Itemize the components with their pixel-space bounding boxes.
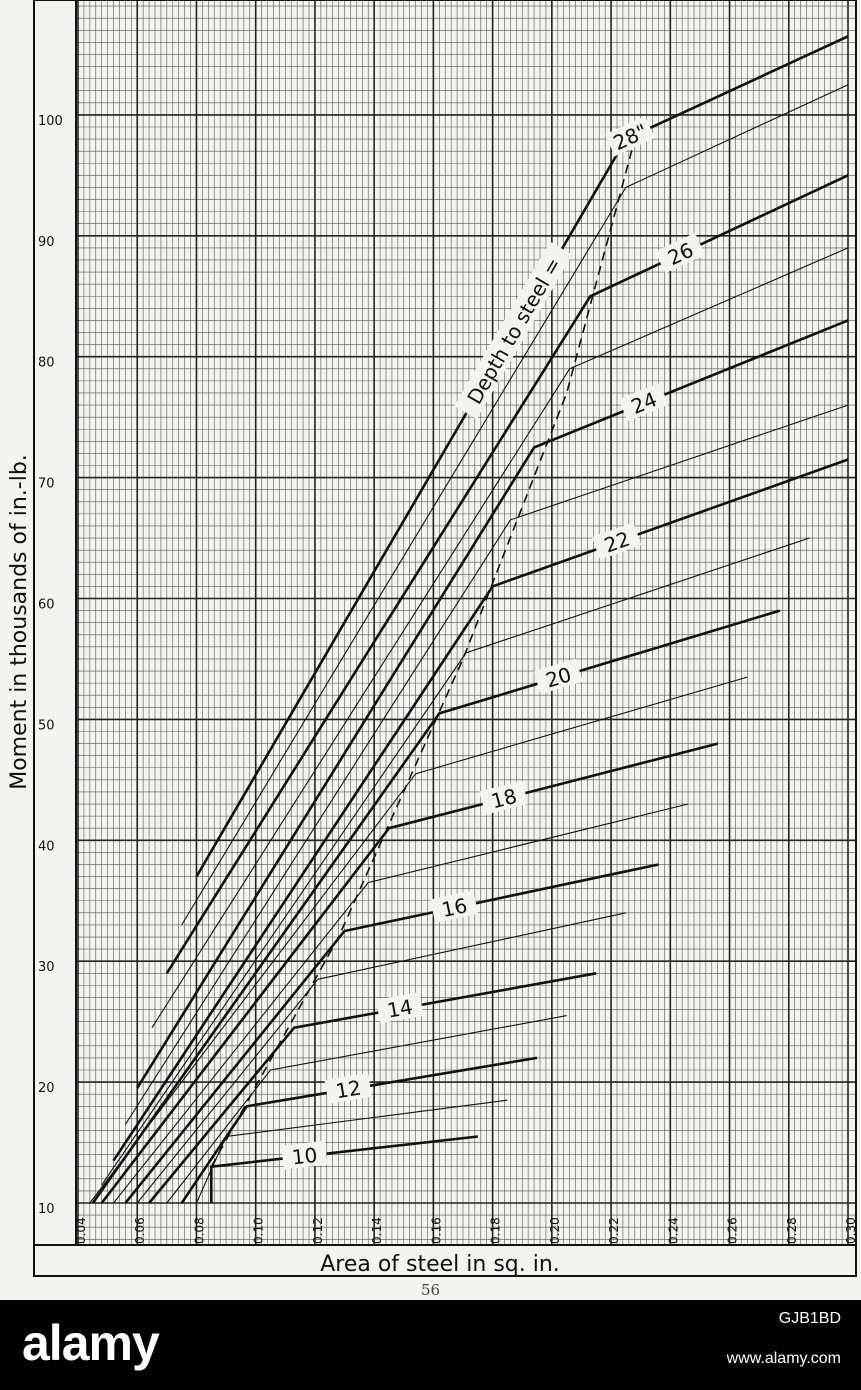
curve-10	[210, 1135, 478, 1203]
curve-label: 14	[385, 995, 414, 1023]
curve-label-bg	[533, 658, 583, 695]
x-tick-label: 0.28	[785, 1217, 799, 1244]
curve-12	[180, 1056, 538, 1204]
curve-label-bg	[281, 1140, 328, 1170]
y-tick-label: 10	[38, 1202, 55, 1217]
x-tick-label: 0.04	[74, 1217, 88, 1244]
minor-gridlines	[76, 0, 856, 1245]
depth-label-bg	[454, 241, 573, 419]
curve-label: 12	[334, 1075, 363, 1103]
curves	[89, 35, 849, 1204]
curve-27	[181, 84, 849, 926]
curve-24	[136, 319, 849, 1089]
curve-16	[124, 863, 659, 1204]
y-tick-label: 70	[38, 477, 55, 492]
curve-11	[195, 1099, 508, 1204]
x-tick-label: 0.22	[607, 1217, 621, 1244]
y-tick-label: 40	[38, 839, 55, 854]
curve-20	[91, 609, 781, 1204]
y-axis-title: Moment in thousands of in.-lb.	[7, 454, 32, 790]
curve-14	[148, 972, 597, 1204]
curve-26	[165, 174, 849, 974]
curve-label: 10	[291, 1143, 319, 1170]
chart-frame	[33, 0, 857, 1277]
curve-label-bg	[655, 232, 706, 274]
y-tick-label: 80	[38, 356, 55, 371]
curve-label: 16	[439, 893, 469, 922]
x-tick-label: 0.18	[489, 1217, 503, 1244]
curve-label-bg	[618, 382, 669, 422]
x-tick-labels: 0.04 0.06 0.08 0.10 0.12 0.14 0.16 0.18 0.20 0.22…	[74, 1217, 858, 1244]
y-tick-label: 100	[38, 114, 63, 129]
page-number: 56	[420, 1281, 441, 1299]
x-tick-label: 0.26	[726, 1217, 740, 1244]
y-tick-labels: 10 20 30 40 50 60 70 80 90 100	[38, 114, 63, 1217]
x-tick-label: 0.20	[548, 1217, 562, 1244]
curve-25	[151, 247, 849, 1028]
y-tick-label: 20	[38, 1081, 55, 1096]
curve-label-bg	[430, 890, 479, 924]
curve-19	[89, 676, 748, 1204]
x-tick-label: 0.12	[311, 1217, 325, 1244]
major-gridlines	[76, 0, 856, 1245]
y-tick-label: 90	[38, 235, 55, 250]
x-axis-title: Area of steel in sq. in.	[320, 1252, 560, 1277]
curve-label-bg	[324, 1072, 372, 1104]
y-tick-label: 60	[38, 598, 55, 613]
curve-label-bg	[591, 522, 642, 560]
curve-18	[100, 742, 719, 1204]
x-tick-label: 0.24	[666, 1217, 680, 1244]
curve-label-bg	[479, 780, 529, 815]
curve-13	[166, 1015, 567, 1204]
x-tick-label: 0.06	[133, 1217, 147, 1244]
curve-15	[136, 912, 627, 1204]
alamy-logo: alamy	[22, 1315, 160, 1371]
curve-label-bg	[375, 991, 424, 1024]
watermark-url: www.alamy.com	[726, 1350, 841, 1367]
x-tick-label: 0.30	[844, 1217, 858, 1244]
x-tick-label: 0.14	[370, 1217, 384, 1244]
x-tick-label: 0.10	[252, 1217, 266, 1244]
image-id: GJB1BD	[778, 1310, 841, 1327]
x-tick-label: 0.16	[429, 1217, 443, 1244]
curve-17	[113, 803, 689, 1204]
curve-22	[112, 458, 849, 1162]
curve-23	[124, 404, 849, 1125]
y-tick-label: 50	[38, 718, 55, 733]
x-tick-label: 0.08	[192, 1217, 206, 1244]
curve-21	[101, 537, 810, 1186]
y-tick-label: 30	[38, 960, 55, 975]
curve-label-bg	[604, 115, 655, 157]
watermark-banner: alamy GJB1BD www.alamy.com	[0, 1300, 861, 1390]
